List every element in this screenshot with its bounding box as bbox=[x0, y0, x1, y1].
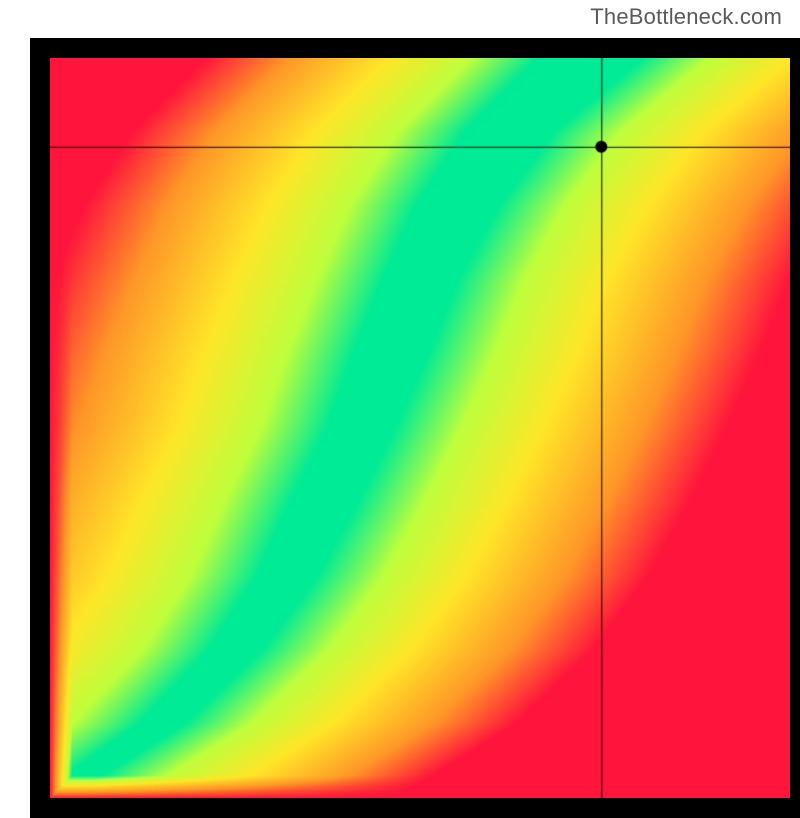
heatmap-canvas bbox=[50, 58, 790, 798]
watermark-text: TheBottleneck.com bbox=[590, 4, 782, 30]
plot-frame bbox=[30, 38, 800, 818]
